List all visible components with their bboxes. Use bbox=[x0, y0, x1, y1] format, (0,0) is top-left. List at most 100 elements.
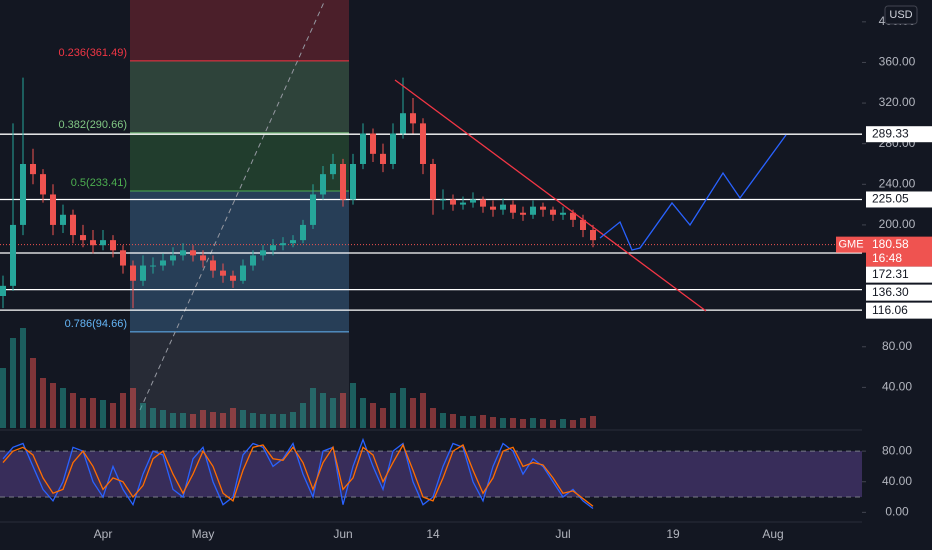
candle-body bbox=[430, 163, 436, 200]
candle-body bbox=[370, 133, 376, 154]
volume-bar bbox=[500, 418, 506, 428]
volume-bar bbox=[70, 393, 76, 428]
x-tick-label: Apr bbox=[94, 527, 113, 541]
level-label: 289.33 bbox=[872, 126, 909, 140]
fib-trendline bbox=[139, 0, 326, 411]
candle-body bbox=[390, 133, 396, 164]
x-tick-label: Aug bbox=[762, 527, 783, 541]
x-tick-label: Jul bbox=[555, 527, 570, 541]
candle-body bbox=[160, 260, 166, 266]
candle-body bbox=[60, 214, 66, 225]
candle-body bbox=[0, 285, 6, 296]
volume-bar bbox=[50, 383, 56, 428]
volume-bar bbox=[380, 408, 386, 428]
volume-bar bbox=[410, 398, 416, 428]
volume-bar bbox=[370, 403, 376, 428]
volume-bar bbox=[400, 388, 406, 428]
x-tick-label: Jun bbox=[333, 527, 352, 541]
candle-body bbox=[260, 250, 266, 256]
volume-bar bbox=[30, 358, 36, 428]
candle-body bbox=[550, 209, 556, 215]
volume-bar bbox=[100, 400, 106, 428]
fib-label: 0.382(290.66) bbox=[59, 119, 128, 131]
candle-body bbox=[290, 240, 296, 244]
volume-bar bbox=[570, 420, 576, 428]
candle-body bbox=[40, 174, 46, 195]
y-tick-label: 360.00 bbox=[879, 55, 916, 69]
candle-body bbox=[420, 123, 426, 164]
candle-body bbox=[380, 153, 386, 164]
candle-body bbox=[280, 243, 286, 246]
candle-body bbox=[210, 260, 216, 271]
candle-body bbox=[100, 240, 106, 246]
volume-bar bbox=[140, 403, 146, 428]
volume-bar bbox=[210, 412, 216, 428]
volume-bar bbox=[550, 420, 556, 428]
candle-body bbox=[330, 163, 336, 175]
candle-body bbox=[250, 255, 256, 266]
volume-bar bbox=[320, 393, 326, 428]
fib-label: 0.5(233.41) bbox=[71, 177, 127, 189]
volume-bar bbox=[150, 408, 156, 428]
x-tick-label: May bbox=[192, 527, 215, 541]
candle-body bbox=[360, 133, 366, 164]
volume-bar bbox=[590, 416, 596, 428]
candle-body bbox=[520, 212, 526, 215]
y-tick-label: 200.00 bbox=[879, 217, 916, 231]
volume-bar bbox=[580, 418, 586, 428]
osc-line bbox=[2, 437, 594, 510]
osc-band bbox=[0, 451, 862, 498]
last-price-tag bbox=[866, 236, 932, 267]
volume-bar bbox=[240, 410, 246, 428]
level-tag bbox=[866, 126, 932, 143]
candle-body bbox=[200, 255, 206, 261]
volume-bar bbox=[270, 414, 276, 428]
candle-body bbox=[130, 265, 136, 281]
volume-bar bbox=[280, 414, 286, 428]
x-tick-label: 14 bbox=[426, 527, 440, 541]
volume-bar bbox=[110, 403, 116, 428]
symbol-tag bbox=[836, 236, 866, 253]
candle-body bbox=[80, 235, 86, 241]
volume-bar bbox=[510, 418, 516, 428]
volume-bar bbox=[260, 414, 266, 428]
fib-zone bbox=[130, 60, 349, 133]
volume-bar bbox=[420, 393, 426, 428]
currency-label: USD bbox=[889, 9, 912, 21]
x-tick-label: 19 bbox=[666, 527, 680, 541]
candle-body bbox=[470, 199, 476, 203]
candle-body bbox=[440, 199, 446, 201]
level-label: 116.06 bbox=[872, 303, 908, 317]
candle-body bbox=[50, 194, 56, 225]
level-label: 225.05 bbox=[872, 192, 909, 206]
volume-bar bbox=[90, 398, 96, 428]
volume-bar bbox=[160, 410, 166, 428]
y-tick-label: 320.00 bbox=[879, 95, 916, 109]
volume-bar bbox=[460, 416, 466, 428]
candle-body bbox=[70, 214, 76, 236]
candle-body bbox=[340, 163, 346, 200]
candle-body bbox=[120, 250, 126, 266]
candle-body bbox=[400, 113, 406, 134]
candle-body bbox=[20, 163, 26, 225]
candle-body bbox=[10, 224, 16, 286]
candle-body bbox=[270, 245, 276, 251]
volume-bar bbox=[0, 368, 6, 428]
currency-box bbox=[884, 5, 918, 25]
level-label: 172.31 bbox=[872, 267, 909, 281]
y-tick-label: 80.00 bbox=[882, 339, 912, 353]
level-tag bbox=[866, 266, 932, 283]
volume-bar bbox=[120, 393, 126, 428]
trend-line bbox=[394, 79, 707, 312]
candle-body bbox=[480, 199, 486, 207]
volume-bar bbox=[310, 388, 316, 428]
volume-bar bbox=[560, 419, 566, 428]
volume-bar bbox=[40, 378, 46, 428]
fib-label: 0.786(94.66) bbox=[65, 318, 127, 330]
fib-label: 0.236(361.49) bbox=[59, 47, 128, 59]
candle-body bbox=[570, 212, 576, 220]
candle-body bbox=[590, 229, 596, 241]
candle-body bbox=[300, 224, 306, 241]
